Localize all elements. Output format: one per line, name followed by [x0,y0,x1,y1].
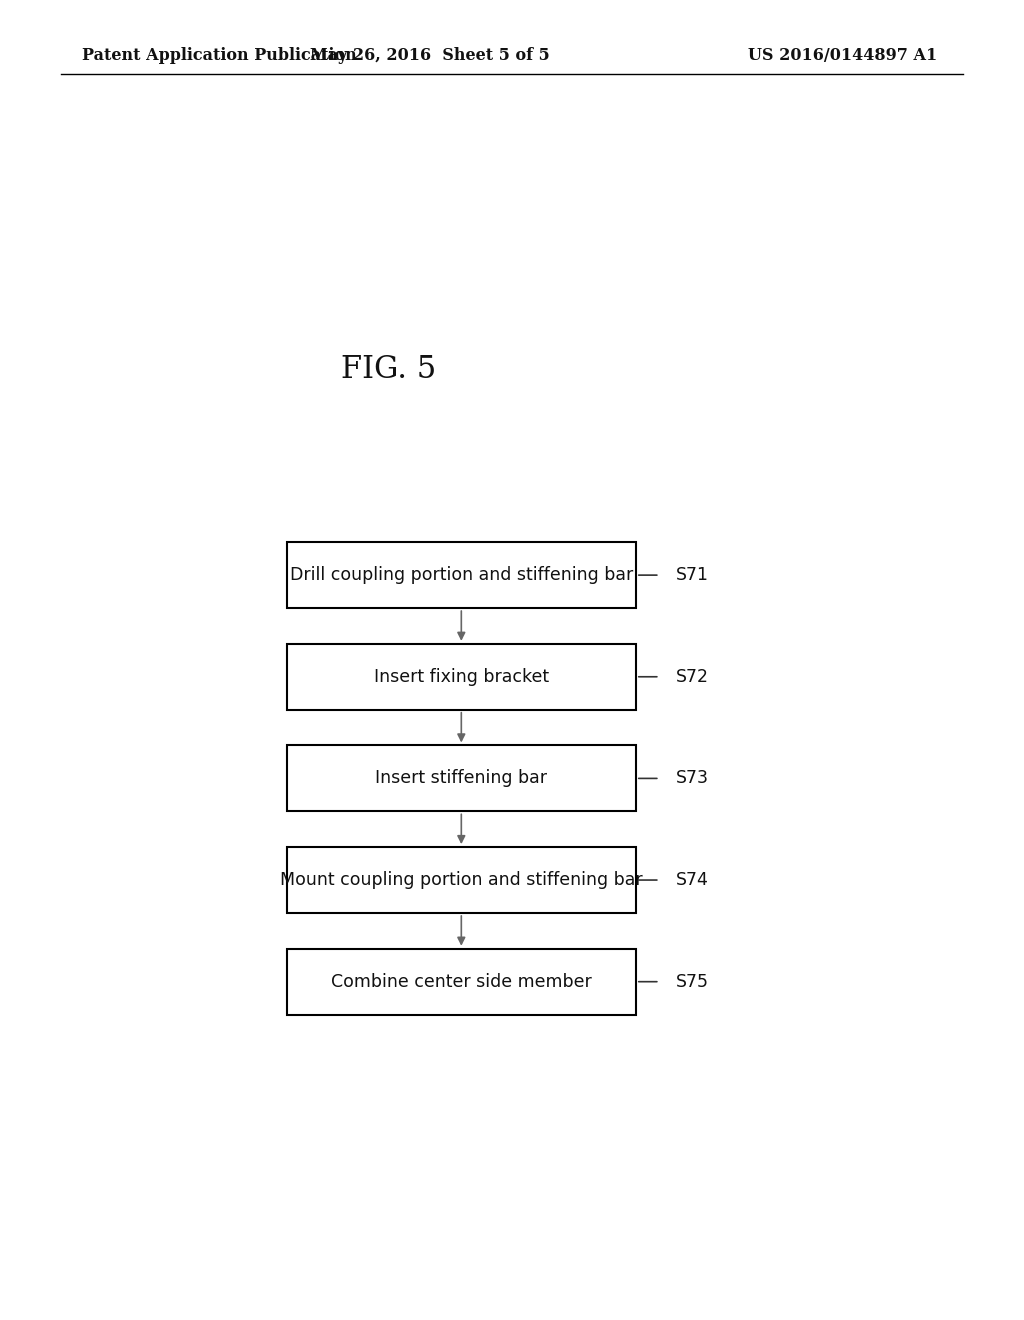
Text: S75: S75 [676,973,709,991]
Text: Insert fixing bracket: Insert fixing bracket [374,668,549,686]
FancyBboxPatch shape [287,543,636,609]
Text: S73: S73 [676,770,709,788]
Text: Insert stiffening bar: Insert stiffening bar [376,770,547,788]
Text: S72: S72 [676,668,709,686]
FancyBboxPatch shape [287,644,636,710]
FancyBboxPatch shape [287,746,636,812]
Text: FIG. 5: FIG. 5 [341,354,437,385]
Text: Patent Application Publication: Patent Application Publication [82,48,356,63]
FancyBboxPatch shape [287,847,636,913]
FancyBboxPatch shape [287,949,636,1015]
Text: S74: S74 [676,871,709,890]
Text: May 26, 2016  Sheet 5 of 5: May 26, 2016 Sheet 5 of 5 [310,48,550,63]
Text: Combine center side member: Combine center side member [331,973,592,991]
Text: Mount coupling portion and stiffening bar: Mount coupling portion and stiffening ba… [280,871,643,890]
Text: US 2016/0144897 A1: US 2016/0144897 A1 [748,48,937,63]
Text: S71: S71 [676,566,709,585]
Text: Drill coupling portion and stiffening bar: Drill coupling portion and stiffening ba… [290,566,633,585]
